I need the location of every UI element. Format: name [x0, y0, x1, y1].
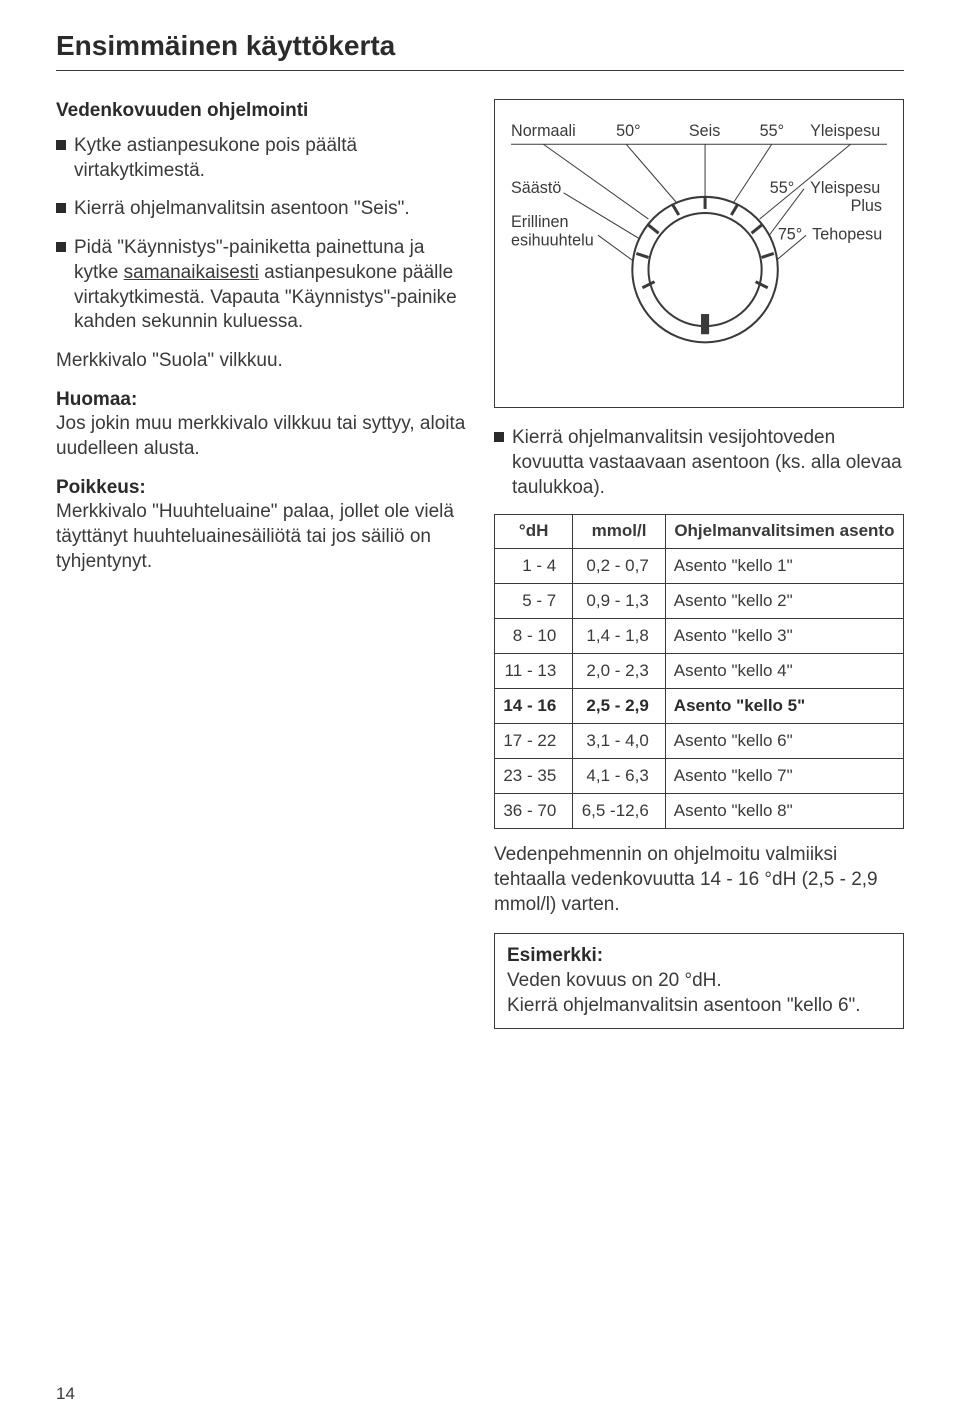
note-label: Huomaa: — [56, 389, 137, 410]
th-dh: °dH — [495, 515, 573, 548]
water-hardness-table: °dH mmol/l Ohjelmanvalitsimen asento 1 -… — [494, 514, 904, 829]
factory-setting-note: Vedenpehmennin on ohjelmoitu valmiiksi t… — [494, 843, 904, 917]
left-subheading: Vedenkovuuden ohjelmointi — [56, 99, 466, 124]
page-title: Ensimmäinen käyttökerta — [56, 28, 904, 71]
dial-label-seventyfive: 75° — [778, 226, 802, 244]
example-label: Esimerkki: — [507, 945, 603, 966]
th-asento: Ohjelmanvalitsimen asento — [665, 515, 903, 548]
table-row: 8 - 101,4 - 1,8Asento "kello 3" — [495, 618, 904, 653]
cell-asento: Asento "kello 8" — [665, 794, 903, 829]
cell-dh: 1 - 4 — [495, 548, 573, 583]
example-line1: Veden kovuus on 20 °dH. — [507, 970, 722, 991]
example-box: Esimerkki: Veden kovuus on 20 °dH. Kierr… — [494, 933, 904, 1029]
dial-label-saasto: Säästö — [511, 179, 561, 197]
bullet-text: Kierrä ohjelmanvalitsin asentoon "Seis". — [74, 197, 466, 222]
cell-dh: 17 - 22 — [495, 724, 573, 759]
page-number: 14 — [56, 1383, 75, 1405]
dial-label-erillinen1: Erillinen — [511, 214, 568, 232]
table-row: 14 - 162,5 - 2,9Asento "kello 5" — [495, 688, 904, 723]
cell-asento: Asento "kello 1" — [665, 548, 903, 583]
example-line2: Kierrä ohjelmanvalitsin asentoon "kello … — [507, 995, 861, 1016]
cell-asento: Asento "kello 5" — [665, 688, 903, 723]
bullet-icon — [56, 203, 66, 213]
content-columns: Vedenkovuuden ohjelmointi Kytke astianpe… — [56, 99, 904, 1029]
bullet-text: Pidä "Käynnistys"-painiketta painettuna … — [74, 236, 466, 335]
cell-mmol: 0,9 - 1,3 — [573, 583, 666, 618]
exception-label: Poikkeus: — [56, 477, 146, 498]
cell-asento: Asento "kello 3" — [665, 618, 903, 653]
dial-label-fiftyfive-top: 55° — [760, 123, 784, 141]
cell-dh: 36 - 70 — [495, 794, 573, 829]
cell-mmol: 2,0 - 2,3 — [573, 653, 666, 688]
cell-dh: 5 - 7 — [495, 583, 573, 618]
cell-asento: Asento "kello 7" — [665, 759, 903, 794]
cell-dh: 14 - 16 — [495, 688, 573, 723]
table-row: 5 - 70,9 - 1,3Asento "kello 2" — [495, 583, 904, 618]
note-block: Huomaa: Jos jokin muu merkkivalo vilkkuu… — [56, 388, 466, 462]
dial-label-tehopesu: Tehopesu — [812, 226, 882, 244]
bullet-icon — [56, 140, 66, 150]
bullet-turn-seis: Kierrä ohjelmanvalitsin asentoon "Seis". — [56, 197, 466, 222]
indicator-salt: Merkkivalo "Suola" vilkkuu. — [56, 349, 466, 374]
note-body: Jos jokin muu merkkivalo vilkkuu tai syt… — [56, 413, 465, 459]
dial-svg: Normaali 50° Seis 55° Yleispesu Säästö E… — [507, 118, 891, 381]
program-dial-diagram: Normaali 50° Seis 55° Yleispesu Säästö E… — [494, 99, 904, 408]
dial-label-seis: Seis — [689, 123, 720, 141]
dial-label-yleispesu: Yleispesu — [810, 123, 880, 141]
cell-mmol: 6,5 -12,6 — [573, 794, 666, 829]
cell-asento: Asento "kello 6" — [665, 724, 903, 759]
cell-dh: 11 - 13 — [495, 653, 573, 688]
bullet-hold-start: Pidä "Käynnistys"-painiketta painettuna … — [56, 236, 466, 335]
bullet-icon — [56, 242, 66, 252]
left-column: Vedenkovuuden ohjelmointi Kytke astianpe… — [56, 99, 466, 1029]
dial-label-fifty: 50° — [616, 123, 640, 141]
dial-label-yleispesu-plus1: Yleispesu — [810, 179, 880, 197]
bullet-icon — [494, 432, 504, 442]
dial-label-erillinen2: esihuuhtelu — [511, 232, 594, 250]
table-row: 1 - 40,2 - 0,7Asento "kello 1" — [495, 548, 904, 583]
bullet-power-off: Kytke astianpesukone pois päältä virtaky… — [56, 134, 466, 183]
cell-dh: 8 - 10 — [495, 618, 573, 653]
table-row: 11 - 132,0 - 2,3Asento "kello 4" — [495, 653, 904, 688]
exception-block: Poikkeus: Merkkivalo "Huuhteluaine" pala… — [56, 476, 466, 575]
cell-asento: Asento "kello 2" — [665, 583, 903, 618]
table-row: 36 - 706,5 -12,6Asento "kello 8" — [495, 794, 904, 829]
cell-mmol: 4,1 - 6,3 — [573, 759, 666, 794]
right-column: Normaali 50° Seis 55° Yleispesu Säästö E… — [494, 99, 904, 1029]
bullet-text: Kytke astianpesukone pois päältä virtaky… — [74, 134, 466, 183]
cell-mmol: 3,1 - 4,0 — [573, 724, 666, 759]
table-row: 23 - 354,1 - 6,3Asento "kello 7" — [495, 759, 904, 794]
cell-dh: 23 - 35 — [495, 759, 573, 794]
exception-body: Merkkivalo "Huuhteluaine" palaa, jollet … — [56, 501, 454, 571]
table-row: 17 - 223,1 - 4,0Asento "kello 6" — [495, 724, 904, 759]
bullet-text: Kierrä ohjelmanvalitsin vesijohtoveden k… — [512, 426, 904, 500]
cell-mmol: 0,2 - 0,7 — [573, 548, 666, 583]
bullet-turn-hardness: Kierrä ohjelmanvalitsin vesijohtoveden k… — [494, 426, 904, 500]
th-mmol: mmol/l — [573, 515, 666, 548]
cell-asento: Asento "kello 4" — [665, 653, 903, 688]
dial-label-yleispesu-plus2: Plus — [851, 197, 882, 215]
table-body: 1 - 40,2 - 0,7Asento "kello 1"5 - 70,9 -… — [495, 548, 904, 829]
dial-label-normaali: Normaali — [511, 123, 576, 141]
text-underline: samanaikaisesti — [124, 262, 259, 283]
cell-mmol: 1,4 - 1,8 — [573, 618, 666, 653]
cell-mmol: 2,5 - 2,9 — [573, 688, 666, 723]
